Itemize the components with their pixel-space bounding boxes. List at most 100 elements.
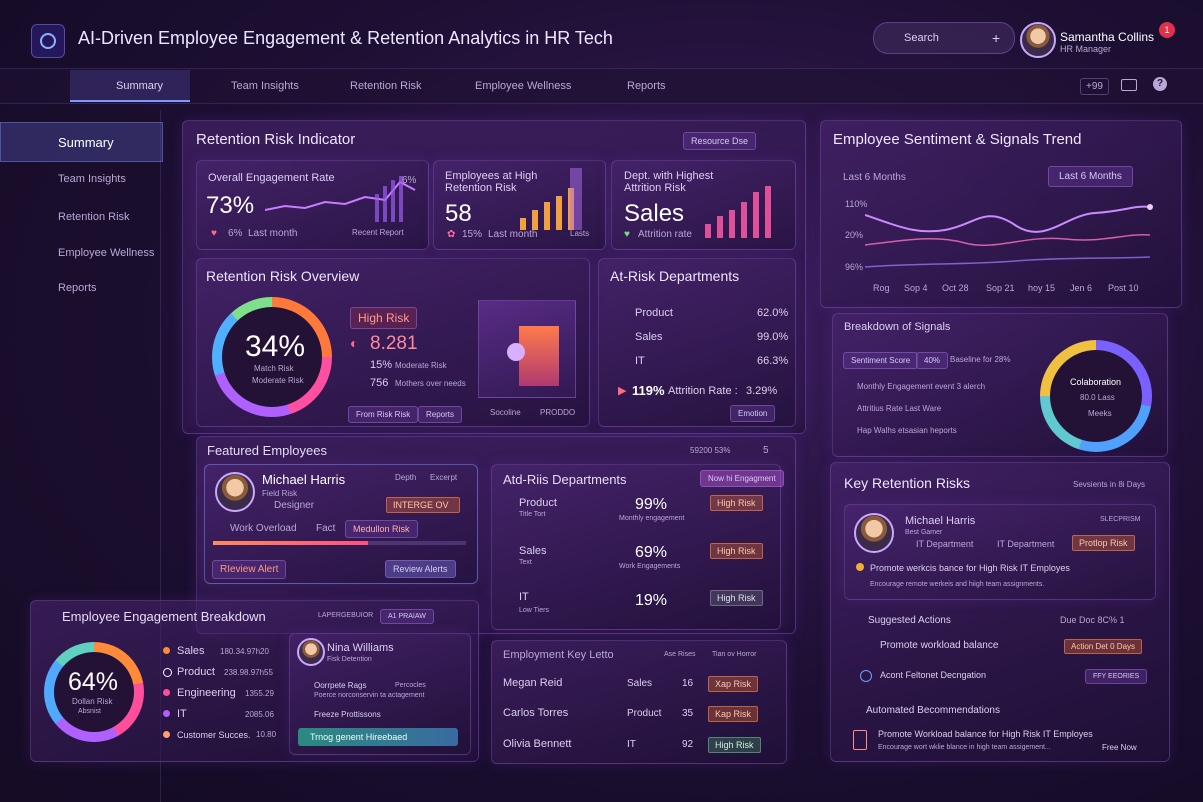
- panel-title: At-Risk Departments: [610, 268, 740, 284]
- kpi-value: Sales: [624, 200, 685, 227]
- risk-level[interactable]: High Risk: [350, 307, 418, 329]
- person-sub: Fisk Detention: [327, 656, 372, 663]
- risk-donut: [212, 297, 332, 417]
- panel-title: Featured Employees: [207, 443, 327, 458]
- dept-note: Monthly engagement: [619, 515, 685, 522]
- review-button[interactable]: RIeview Alert: [212, 560, 287, 579]
- employee-badge: SLECPRISM: [1100, 516, 1141, 523]
- key-filter[interactable]: Tian ov Horror: [712, 651, 757, 658]
- y-label: 110%: [845, 199, 868, 209]
- nav-tab[interactable]: Team Insights: [231, 80, 299, 92]
- kpi-icon: ✿: [447, 229, 456, 240]
- filter[interactable]: Resource Dse: [683, 132, 757, 150]
- dept-sub: Low Tiers: [519, 607, 549, 614]
- illustration: [478, 300, 576, 398]
- overview-button[interactable]: Socoline: [490, 408, 521, 417]
- review-button[interactable]: Review Alerts: [385, 560, 456, 578]
- legend-dot: [163, 710, 170, 717]
- kpi-note: Last month: [248, 228, 298, 239]
- auto-link[interactable]: Free Now: [1102, 743, 1137, 752]
- segment-name: IT: [177, 708, 187, 720]
- kpi-link[interactable]: Lasts: [570, 229, 590, 238]
- breakdown-filter[interactable]: A1 PRAIAW: [380, 609, 434, 624]
- mail-icon[interactable]: [1121, 79, 1137, 91]
- sidebar-item[interactable]: Summary: [58, 135, 114, 150]
- select[interactable]: Trnog genent Hireebaed: [298, 728, 458, 746]
- overview-button[interactable]: From Risk Risk: [348, 406, 419, 423]
- nav-count[interactable]: +99: [1080, 78, 1109, 95]
- decoration: [507, 343, 525, 361]
- at-risk-panel: [598, 258, 796, 427]
- sparkline: [520, 168, 582, 230]
- user-role: HR Manager: [1060, 44, 1112, 54]
- person-dept: Sales: [627, 678, 653, 689]
- person-score: 92: [682, 739, 694, 750]
- dept-risk: High Risk: [710, 495, 763, 511]
- dept-value: 19%: [635, 592, 668, 609]
- kpi-link[interactable]: Recent Report: [352, 228, 404, 237]
- signal-item: Monthly Engagement event 3 alerch: [857, 382, 986, 391]
- kpi-delta: 6%: [228, 228, 243, 239]
- progress-track: [368, 541, 466, 545]
- range-right[interactable]: Last 6 Months: [1048, 166, 1133, 187]
- level-value: 8.281: [370, 333, 418, 354]
- action-tag: Action Det 0 Days: [1064, 639, 1143, 654]
- search-box[interactable]: Search +: [873, 22, 1015, 54]
- x-label: Sop 21: [986, 283, 1015, 293]
- dept-value: 99.0%: [757, 331, 789, 343]
- signal-item: Hap Walhs etsasian heports: [857, 426, 957, 435]
- employee-badge: INTERGE OV: [386, 497, 460, 513]
- nav-tab[interactable]: Retention Risk: [350, 80, 422, 92]
- user-avatar[interactable]: [1020, 22, 1056, 58]
- employee-col: Depth: [395, 473, 417, 482]
- decoration: [741, 202, 747, 238]
- employee-tag: Medullon Risk: [345, 520, 418, 538]
- key-filter[interactable]: Ase Rises: [664, 651, 696, 658]
- help-icon[interactable]: ?: [1153, 77, 1167, 91]
- auto-title: Automated Becommendations: [866, 705, 1000, 716]
- decoration: [399, 176, 403, 222]
- featured-filter[interactable]: 59200 53%: [690, 446, 731, 455]
- nav-tab[interactable]: Summary: [116, 80, 164, 92]
- nav-tab[interactable]: Reports: [627, 80, 666, 92]
- risk-filter[interactable]: Sevsients in 8i Days: [1073, 480, 1146, 489]
- employee-tag: Work Overload: [230, 523, 297, 534]
- person-item: Oorrpete Rags: [314, 681, 367, 690]
- signals-donut: [1040, 340, 1152, 452]
- sidebar-item[interactable]: Reports: [58, 282, 97, 294]
- risk-card[interactable]: [844, 504, 1156, 600]
- breakdown-filter[interactable]: LAPERGEBUIOR: [318, 612, 374, 619]
- kpi-note: Last month: [488, 229, 538, 240]
- donut-label: Match Risk: [254, 364, 294, 373]
- sidebar-item[interactable]: Retention Risk: [58, 211, 130, 223]
- legend-dot: [163, 668, 172, 677]
- decoration: [391, 180, 395, 222]
- rate: 119%: [632, 383, 665, 398]
- user-name: Samantha Collins: [1060, 30, 1155, 44]
- dept-name: Sales: [635, 331, 663, 343]
- at-risk-button[interactable]: Emotion: [730, 405, 776, 422]
- alert-dot: [856, 563, 864, 571]
- avatar: [854, 513, 894, 553]
- stat-value: 15%: [370, 359, 393, 371]
- panel-title: Atd-Riis Departments: [503, 472, 627, 487]
- employee-name: Michael Harris: [262, 472, 346, 487]
- legend-dot: [163, 689, 170, 696]
- nav-tab[interactable]: Employee Wellness: [475, 80, 572, 92]
- nav-bar: [0, 68, 1203, 104]
- rate-value: 3.29%: [746, 385, 778, 397]
- range-left[interactable]: Last 6 Months: [843, 172, 906, 183]
- app-title: AI-Driven Employee Engagement & Retentio…: [78, 28, 613, 48]
- sidebar-item[interactable]: Employee Wellness: [58, 247, 155, 259]
- notification-badge[interactable]: 1: [1159, 22, 1175, 38]
- overview-button[interactable]: PRODDO: [540, 408, 576, 417]
- action-tag: FFY EEORIES: [1085, 669, 1148, 684]
- sidebar-item[interactable]: Team Insights: [58, 173, 126, 185]
- nav-active: [70, 70, 190, 102]
- dept-sub: Text: [519, 559, 532, 566]
- kpi-delta: 15%: [462, 229, 483, 240]
- decoration: [544, 202, 550, 230]
- person-dept: Product: [627, 708, 662, 719]
- actions-title: Suggested Actions: [868, 615, 951, 626]
- overview-button[interactable]: Reports: [418, 406, 463, 423]
